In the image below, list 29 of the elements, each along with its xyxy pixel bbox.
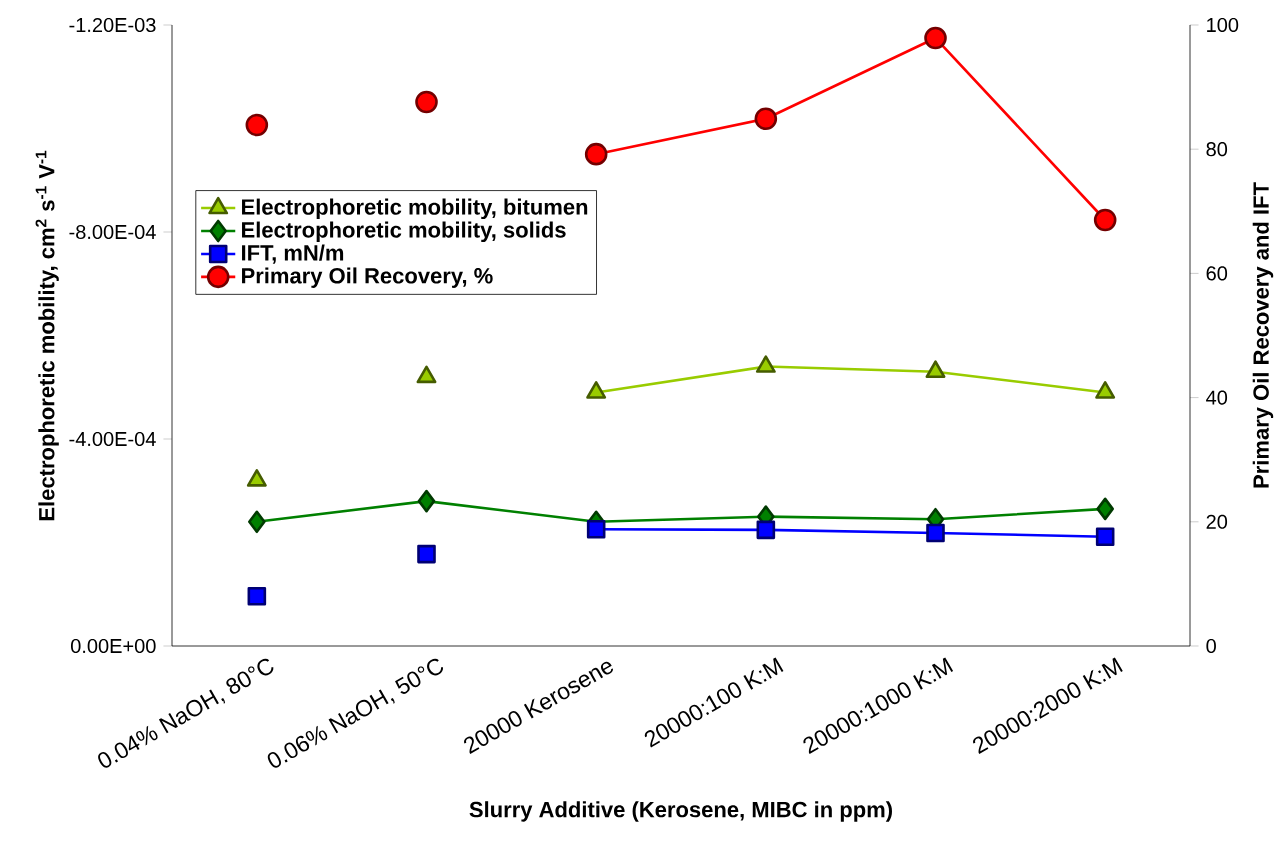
y2-tick-label: 60 (1206, 266, 1228, 281)
point (756, 520, 776, 540)
x-axis-title: Slurry Additive (Kerosene, MIBC in ppm) (469, 801, 892, 822)
y-tick-label: -8.00E-04 (69, 224, 156, 240)
legend-label: Electrophoretic mobility, bitumen (242, 198, 588, 220)
y-axis-title: Electrophoretic mobility, cm$^{2}$ s$^{-1}$ V$^{-1}$ (35, 150, 59, 521)
point (924, 26, 947, 50)
legend-label: Electrophoretic mobility, solids (242, 221, 566, 243)
point (754, 107, 778, 131)
point (586, 519, 606, 539)
y2-tick-label: 80 (1206, 142, 1228, 157)
point (417, 544, 436, 564)
y2-tick-label: 100 (1207, 17, 1239, 33)
point (415, 90, 438, 114)
point (1095, 527, 1115, 546)
point (926, 523, 945, 543)
y-tick-label: 0.00E+00 (70, 638, 156, 654)
y2-axis-title: Primary Oil Recovery and IFT (1252, 182, 1274, 488)
y2-tick-label: 0 (1206, 638, 1216, 654)
point (247, 587, 267, 606)
y2-tick-label: 20 (1206, 514, 1228, 529)
legend-label: Primary Oil Recovery, % (242, 267, 493, 288)
point (245, 113, 269, 137)
y-tick-label: -1.20E-03 (69, 17, 156, 33)
y-tick-label: -4.00E-04 (69, 431, 156, 447)
point (584, 142, 608, 166)
y2-tick-label: 40 (1206, 390, 1228, 405)
legend-label: IFT, mN/m (242, 244, 344, 264)
point (1093, 208, 1117, 232)
